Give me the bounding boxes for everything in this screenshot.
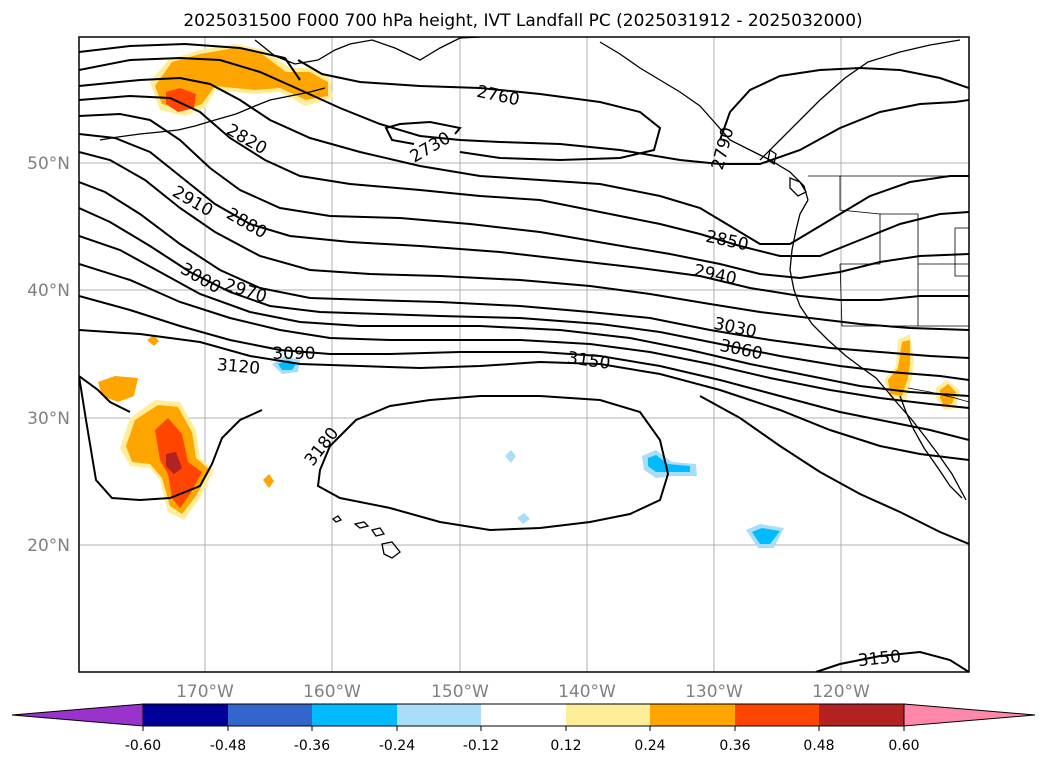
coastline-baja (899, 395, 963, 499)
contour-3150 (79, 329, 969, 461)
colorbar-segment (397, 704, 481, 726)
coastline-west-us (789, 199, 967, 501)
colorbar-tick-label: 0.12 (550, 738, 581, 754)
contour-label: 3090 (272, 344, 315, 364)
contour-label: 3150 (857, 647, 902, 671)
lat-tick-label: 40°N (27, 281, 70, 301)
height-contours (79, 42, 969, 672)
colorbar-tick-label: -0.12 (463, 738, 499, 754)
coastlines (99, 37, 967, 559)
contour-2820 (79, 56, 969, 165)
colorbar-segment (143, 704, 228, 726)
colorbar-segment (228, 704, 312, 726)
coastline-aleutians (99, 87, 326, 141)
colorbar-tick-label: -0.24 (379, 738, 415, 754)
contour-3090 (79, 263, 969, 409)
contour-2940 (79, 133, 969, 301)
colorbar-segment (481, 704, 566, 726)
colorbar-segment (735, 704, 819, 726)
ivt-negative-speck-2 (517, 513, 530, 524)
island-hawaii-4 (381, 541, 401, 559)
lon-tick-label: 160°W (303, 682, 361, 702)
contour-2910 (79, 112, 969, 280)
island-queen-charlotte (767, 148, 777, 166)
ivt-negative-southeast-core (752, 528, 780, 544)
ivt-positive-speck-2 (263, 474, 274, 488)
contour-3030 (79, 207, 969, 381)
contour-3180-east (699, 395, 969, 545)
colorbar-ticks (142, 726, 905, 731)
coastline-alaska (254, 37, 481, 65)
colorbar-tick-label: -0.48 (210, 738, 246, 754)
ivt-positive-aleutian-core (155, 48, 328, 110)
contour-3000 (79, 181, 969, 359)
coastline-panhandle (599, 41, 809, 201)
contour-3150-west (79, 375, 131, 413)
map-frame (78, 36, 970, 673)
contour-3150-south (815, 650, 969, 672)
lat-tick-label: 30°N (27, 409, 70, 429)
ivt-positive-west-speck (147, 335, 159, 346)
border-states-2 (880, 213, 969, 265)
lat-tick-label: 50°N (27, 154, 70, 174)
lat-tick-labels: 50°N 40°N 30°N 20°N (27, 154, 70, 556)
colorbar-segment (819, 704, 904, 726)
colorbar-tick-label: 0.24 (634, 738, 665, 754)
map-panel: 2760 2730 2790 2820 2910 2880 2850 3000 … (27, 36, 970, 702)
lon-tick-label: 170°W (176, 682, 234, 702)
lat-tick-label: 20°N (27, 536, 70, 556)
contour-3180-west (79, 375, 263, 502)
colorbar-tick-label: 0.48 (803, 738, 834, 754)
contour-2880 (79, 94, 969, 257)
colorbar-tick-labels: -0.60 -0.48 -0.36 -0.24 -0.12 0.12 0.24 … (125, 738, 920, 754)
colorbar-tick-label: -0.36 (294, 738, 330, 754)
lon-tick-labels: 170°W 160°W 150°W 140°W 130°W 120°W (176, 682, 870, 702)
lon-tick-label: 150°W (431, 682, 489, 702)
colorbar-tick-label: -0.60 (125, 738, 161, 754)
colorbar-extend-low (11, 703, 144, 727)
island-hawaii-3 (370, 527, 386, 537)
island-hawaii-1 (331, 515, 343, 523)
ivt-negative-east-core (648, 455, 690, 472)
contour-2760 (297, 59, 662, 162)
border-states-6 (954, 228, 969, 277)
colorbar-segment (650, 704, 735, 726)
colorbar: -0.60 -0.48 -0.36 -0.24 -0.12 0.12 0.24 … (11, 703, 1036, 754)
contour-3060 (79, 235, 969, 397)
contour-3180-loop (316, 395, 670, 532)
lon-tick-label: 130°W (685, 682, 743, 702)
colorbar-segment (566, 704, 650, 726)
colorbar-tick-label: 0.60 (888, 738, 919, 754)
ivt-positive-west-plume-max (166, 452, 182, 474)
contour-label: 3120 (216, 355, 261, 379)
contour-2730 (384, 120, 462, 145)
contour-2790 (79, 42, 969, 141)
lon-tick-label: 120°W (812, 682, 870, 702)
coastline-canada (759, 39, 961, 161)
colorbar-extend-high (903, 703, 1036, 727)
colorbar-segment (312, 704, 397, 726)
island-hawaii-2 (353, 521, 370, 529)
contour-3120 (79, 295, 969, 441)
contour-2850 (79, 76, 969, 245)
colorbar-tick-label: 0.36 (719, 738, 750, 754)
figure-title: 2025031500 F000 700 hPa height, IVT Land… (183, 11, 862, 31)
lon-tick-label: 140°W (558, 682, 616, 702)
colorbar-frame (142, 703, 905, 727)
ivt-positive-west-small (98, 376, 138, 402)
contour-2970 (79, 151, 969, 331)
ivt-negative-speck-1 (505, 450, 516, 463)
island-vancouver (789, 177, 807, 197)
